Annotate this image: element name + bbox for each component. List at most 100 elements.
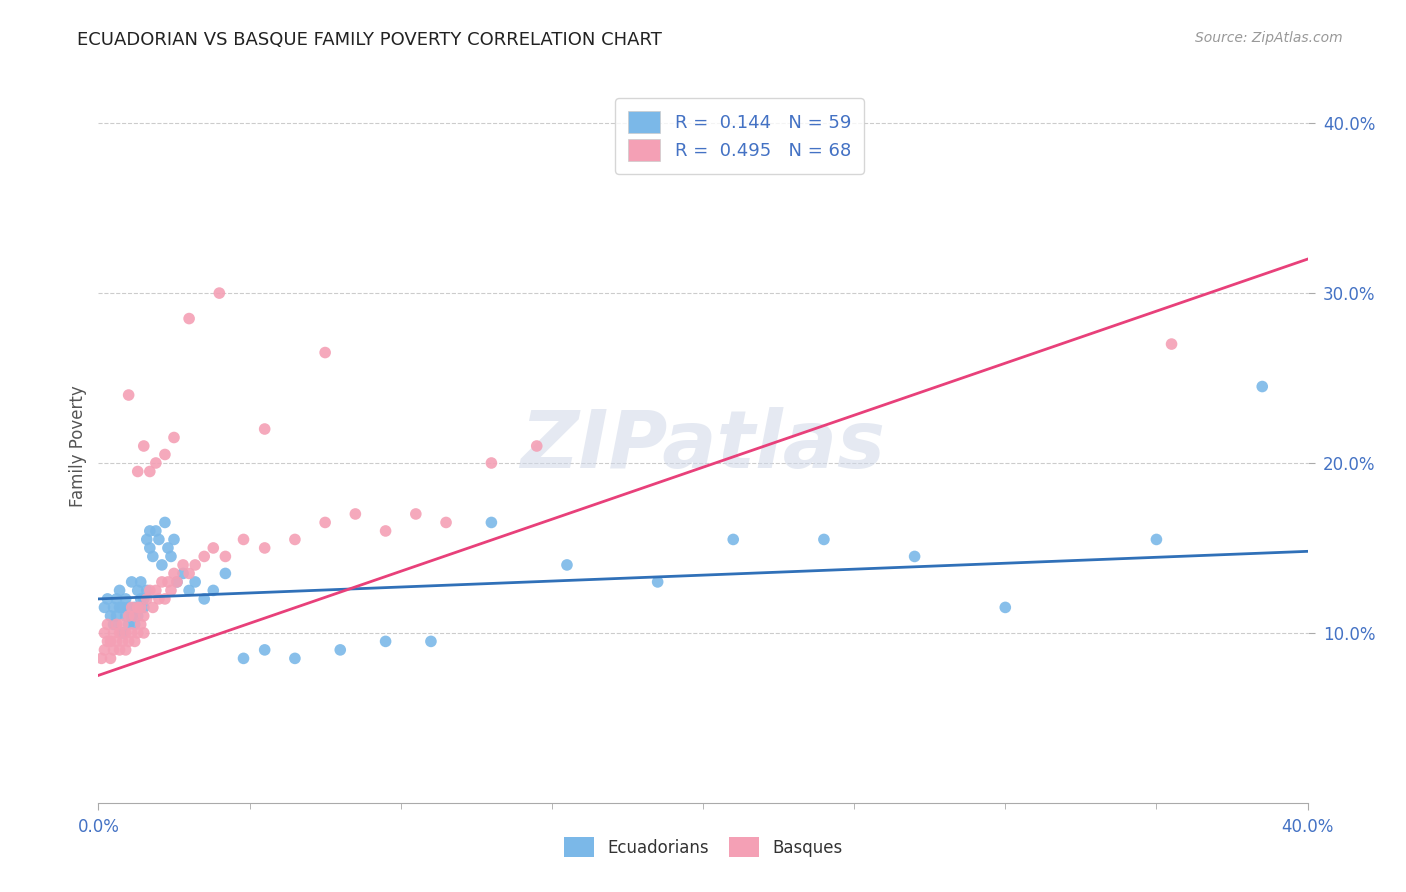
- Point: [202, 583, 225, 598]
- Point: [166, 574, 188, 589]
- Point: [148, 591, 170, 606]
- Point: [208, 286, 231, 301]
- Point: [118, 600, 141, 615]
- Point: [172, 558, 194, 572]
- Point: [163, 533, 186, 547]
- Point: [103, 626, 125, 640]
- Point: [284, 533, 307, 547]
- Point: [179, 311, 201, 326]
- Point: [100, 651, 122, 665]
- Point: [145, 583, 167, 598]
- Point: [108, 600, 131, 615]
- Point: [160, 549, 183, 564]
- Point: [166, 574, 188, 589]
- Point: [434, 516, 457, 530]
- Point: [253, 422, 276, 436]
- Point: [118, 634, 141, 648]
- Point: [314, 516, 336, 530]
- Point: [156, 574, 179, 589]
- Point: [284, 651, 307, 665]
- Point: [127, 626, 149, 640]
- Point: [121, 600, 143, 615]
- Point: [148, 533, 170, 547]
- Point: [214, 549, 236, 564]
- Point: [153, 591, 176, 606]
- Point: [105, 634, 128, 648]
- Point: [1251, 379, 1274, 393]
- Point: [111, 626, 134, 640]
- Point: [142, 600, 165, 615]
- Point: [184, 558, 207, 572]
- Point: [114, 643, 136, 657]
- Point: [93, 643, 115, 657]
- Point: [193, 591, 215, 606]
- Point: [374, 634, 396, 648]
- Text: ZIPatlas: ZIPatlas: [520, 407, 886, 485]
- Point: [994, 600, 1017, 615]
- Point: [179, 566, 201, 581]
- Point: [135, 591, 157, 606]
- Point: [145, 524, 167, 538]
- Point: [314, 345, 336, 359]
- Text: Source: ZipAtlas.com: Source: ZipAtlas.com: [1195, 31, 1343, 45]
- Point: [108, 626, 131, 640]
- Point: [344, 507, 367, 521]
- Legend: Ecuadorians, Basques: Ecuadorians, Basques: [555, 829, 851, 866]
- Point: [111, 600, 134, 615]
- Point: [135, 533, 157, 547]
- Text: ECUADORIAN VS BASQUE FAMILY POVERTY CORRELATION CHART: ECUADORIAN VS BASQUE FAMILY POVERTY CORR…: [77, 31, 662, 49]
- Point: [150, 574, 173, 589]
- Point: [121, 626, 143, 640]
- Point: [129, 600, 152, 615]
- Point: [96, 617, 118, 632]
- Y-axis label: Family Poverty: Family Poverty: [69, 385, 87, 507]
- Point: [813, 533, 835, 547]
- Point: [193, 549, 215, 564]
- Point: [329, 643, 352, 657]
- Point: [132, 600, 155, 615]
- Point: [132, 591, 155, 606]
- Point: [124, 600, 146, 615]
- Point: [374, 524, 396, 538]
- Point: [114, 608, 136, 623]
- Point: [163, 430, 186, 444]
- Point: [105, 617, 128, 632]
- Point: [481, 456, 503, 470]
- Point: [108, 583, 131, 598]
- Point: [156, 541, 179, 555]
- Point: [103, 617, 125, 632]
- Point: [405, 507, 427, 521]
- Point: [111, 634, 134, 648]
- Point: [142, 549, 165, 564]
- Point: [1160, 337, 1182, 351]
- Point: [232, 651, 254, 665]
- Point: [129, 574, 152, 589]
- Point: [139, 465, 162, 479]
- Point: [90, 651, 112, 665]
- Point: [1144, 533, 1167, 547]
- Point: [904, 549, 927, 564]
- Point: [163, 566, 186, 581]
- Point: [723, 533, 745, 547]
- Point: [96, 591, 118, 606]
- Point: [111, 617, 134, 632]
- Point: [124, 634, 146, 648]
- Point: [179, 583, 201, 598]
- Point: [100, 608, 122, 623]
- Point: [127, 608, 149, 623]
- Point: [481, 516, 503, 530]
- Point: [150, 558, 173, 572]
- Point: [127, 600, 149, 615]
- Point: [127, 465, 149, 479]
- Point: [253, 541, 276, 555]
- Point: [129, 617, 152, 632]
- Point: [127, 583, 149, 598]
- Point: [184, 574, 207, 589]
- Point: [132, 608, 155, 623]
- Point: [139, 524, 162, 538]
- Point: [118, 608, 141, 623]
- Point: [96, 634, 118, 648]
- Point: [118, 617, 141, 632]
- Point: [129, 591, 152, 606]
- Point: [232, 533, 254, 547]
